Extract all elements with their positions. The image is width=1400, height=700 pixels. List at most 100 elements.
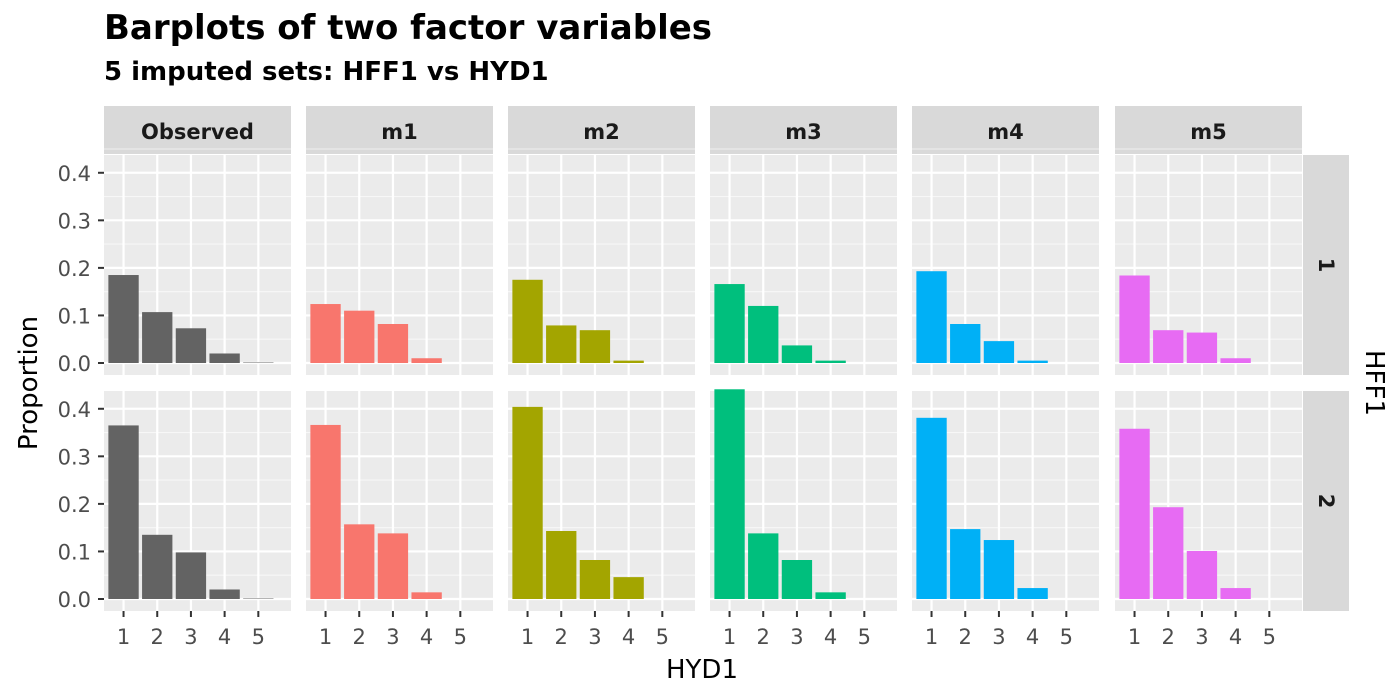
bar-Observed-hff1-1-hyd1-4 <box>209 353 240 363</box>
x-tick-label: 4 <box>420 625 433 649</box>
x-tick-label: 1 <box>319 625 332 649</box>
bar-m5-hff1-1-hyd1-4 <box>1220 358 1251 363</box>
bar-m2-hff1-2-hyd1-4 <box>613 577 644 599</box>
x-tick-label: 3 <box>588 625 601 649</box>
bar-m5-hff1-2-hyd1-2 <box>1153 507 1184 599</box>
x-tick-label: 2 <box>1162 625 1175 649</box>
bar-m2-hff1-1-hyd1-2 <box>546 325 577 363</box>
bar-m3-hff1-1-hyd1-3 <box>781 345 813 363</box>
x-tick-label: 5 <box>1060 625 1073 649</box>
x-tick-label: 5 <box>656 625 669 649</box>
x-tick-label: 3 <box>184 625 197 649</box>
bar-Observed-hff1-2-hyd1-1 <box>108 425 139 599</box>
bar-m3-hff1-2-hyd1-3 <box>781 560 813 599</box>
y-tick-label: 0.3 <box>58 445 91 469</box>
bar-m1-hff1-2-hyd1-1 <box>310 424 341 599</box>
bar-m5-hff1-2-hyd1-1 <box>1119 428 1150 599</box>
bar-m4-hff1-1-hyd1-3 <box>983 341 1015 363</box>
x-tick-label: 1 <box>925 625 938 649</box>
strip-label-2: m2 <box>583 120 620 144</box>
bar-m5-hff1-2-hyd1-4 <box>1220 588 1251 599</box>
bar-m1-hff1-2-hyd1-3 <box>377 533 409 599</box>
x-tick-label: 3 <box>1195 625 1208 649</box>
bar-m4-hff1-1-hyd1-1 <box>916 271 947 363</box>
x-tick-label: 2 <box>757 625 770 649</box>
bar-m1-hff1-2-hyd1-2 <box>344 524 375 599</box>
bar-m1-hff1-1-hyd1-4 <box>411 358 442 363</box>
bar-m5-hff1-1-hyd1-2 <box>1153 330 1184 363</box>
strip-0 <box>104 106 291 154</box>
strip-5 <box>1115 106 1302 154</box>
x-tick-label: 1 <box>117 625 130 649</box>
x-tick-label: 1 <box>1128 625 1141 649</box>
bar-m1-hff1-1-hyd1-1 <box>310 304 341 363</box>
bar-m2-hff1-1-hyd1-4 <box>613 360 644 363</box>
y-tick-label: 0.3 <box>58 209 91 233</box>
bar-m2-hff1-2-hyd1-2 <box>546 530 577 599</box>
bar-Observed-hff1-2-hyd1-2 <box>142 534 173 599</box>
bar-m5-hff1-1-hyd1-3 <box>1186 332 1218 363</box>
y-axis-title: Proportion <box>14 316 44 450</box>
x-tick-label: 2 <box>959 625 972 649</box>
x-tick-label: 5 <box>1263 625 1276 649</box>
bar-m1-hff1-1-hyd1-3 <box>377 324 409 363</box>
strip-3 <box>710 106 897 154</box>
bar-Observed-hff1-1-hyd1-2 <box>142 312 173 363</box>
strip-1 <box>306 106 493 154</box>
y-tick-label: 0.4 <box>58 398 91 422</box>
y-tick-label: 0.1 <box>58 304 91 328</box>
chart-subtitle: 5 imputed sets: HFF1 vs HYD1 <box>104 57 549 87</box>
bar-m3-hff1-2-hyd1-1 <box>714 389 745 599</box>
row-strip-1 <box>1303 391 1349 611</box>
x-tick-label: 2 <box>151 625 164 649</box>
x-tick-label: 4 <box>824 625 837 649</box>
bar-m4-hff1-2-hyd1-2 <box>950 529 981 599</box>
x-tick-label: 3 <box>992 625 1005 649</box>
y-tick-label: 0.4 <box>58 162 91 186</box>
strip-label-1: m1 <box>381 120 418 144</box>
bar-Observed-hff1-1-hyd1-3 <box>175 328 207 363</box>
bar-m5-hff1-2-hyd1-3 <box>1186 550 1218 599</box>
y-tick-label: 0.2 <box>58 493 91 517</box>
bar-m1-hff1-2-hyd1-4 <box>411 592 442 599</box>
bar-Observed-hff1-1-hyd1-1 <box>108 275 139 363</box>
x-tick-label: 1 <box>723 625 736 649</box>
bar-m3-hff1-1-hyd1-4 <box>815 360 846 363</box>
bar-m3-hff1-2-hyd1-4 <box>815 592 846 599</box>
bar-m4-hff1-2-hyd1-3 <box>983 540 1015 599</box>
y-tick-label: 0.0 <box>58 588 91 612</box>
x-tick-label: 4 <box>622 625 635 649</box>
x-axis-title: HYD1 <box>666 655 738 685</box>
bar-m4-hff1-2-hyd1-1 <box>916 417 947 599</box>
facet-row-title: HFF1 <box>1359 350 1389 416</box>
x-tick-label: 2 <box>555 625 568 649</box>
bar-Observed-hff1-2-hyd1-3 <box>175 552 207 599</box>
x-tick-label: 4 <box>218 625 231 649</box>
row-strip-0 <box>1303 155 1349 375</box>
x-tick-label: 5 <box>454 625 467 649</box>
x-tick-label: 3 <box>386 625 399 649</box>
bar-m1-hff1-1-hyd1-2 <box>344 310 375 363</box>
bar-m2-hff1-1-hyd1-3 <box>579 330 611 363</box>
strip-4 <box>912 106 1099 154</box>
strip-label-0: Observed <box>141 120 254 144</box>
chart-title: Barplots of two factor variables <box>104 8 713 48</box>
y-tick-label: 0.0 <box>58 352 91 376</box>
x-tick-label: 4 <box>1026 625 1039 649</box>
strip-label-3: m3 <box>785 120 822 144</box>
bar-m4-hff1-1-hyd1-4 <box>1017 360 1048 363</box>
row-strip-label-1: 2 <box>1314 494 1338 509</box>
bar-Observed-hff1-2-hyd1-4 <box>209 589 240 599</box>
x-tick-label: 3 <box>790 625 803 649</box>
bar-m2-hff1-2-hyd1-1 <box>512 406 543 599</box>
x-tick-label: 2 <box>353 625 366 649</box>
strip-2 <box>508 106 695 154</box>
row-strip-label-0: 1 <box>1314 258 1338 273</box>
x-tick-label: 5 <box>252 625 265 649</box>
x-tick-label: 1 <box>521 625 534 649</box>
bar-m3-hff1-2-hyd1-2 <box>748 533 779 599</box>
y-tick-label: 0.2 <box>58 257 91 281</box>
bar-m2-hff1-2-hyd1-3 <box>579 560 611 599</box>
